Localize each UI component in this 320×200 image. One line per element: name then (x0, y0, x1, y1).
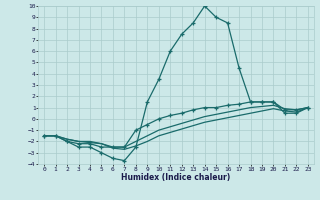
X-axis label: Humidex (Indice chaleur): Humidex (Indice chaleur) (121, 173, 231, 182)
